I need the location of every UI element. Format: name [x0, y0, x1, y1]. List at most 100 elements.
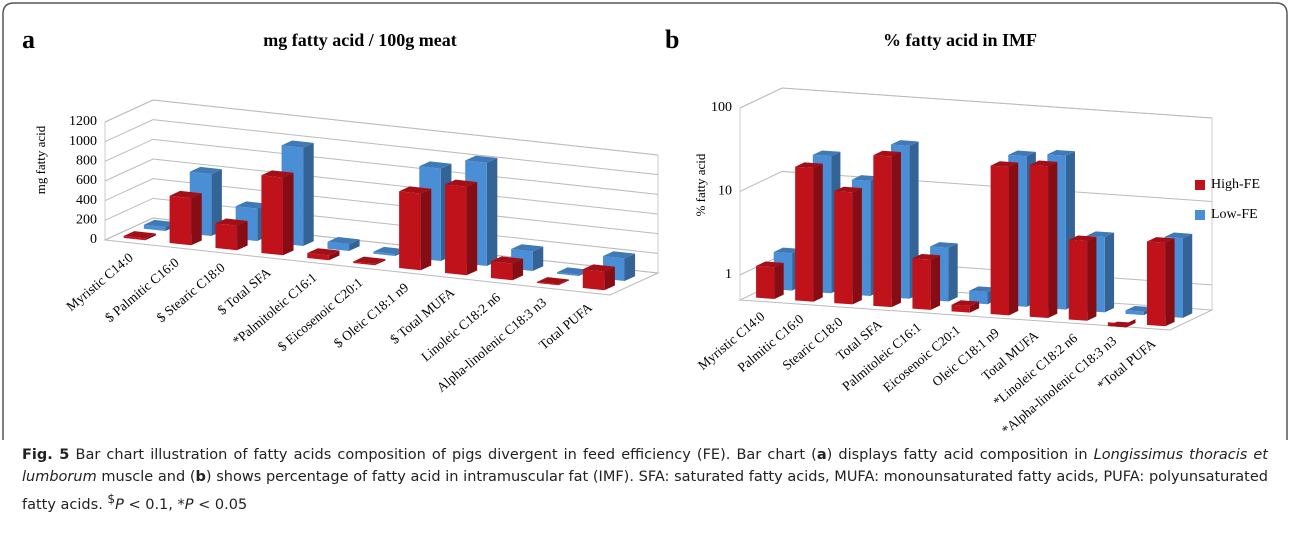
bar-top — [851, 175, 880, 181]
bar-side — [624, 253, 636, 282]
chart-title: mg fatty acid / 100g meat — [263, 30, 456, 50]
bar-top — [490, 256, 524, 264]
bar — [536, 281, 559, 286]
bar-top — [890, 140, 919, 146]
bar-side — [1165, 238, 1175, 327]
bar-side — [486, 157, 498, 267]
bar-side — [532, 246, 544, 272]
legend-label: High-FE — [1211, 177, 1260, 192]
caption-text: P — [184, 496, 194, 513]
bar-top — [1008, 150, 1036, 157]
y-tick-label: 100 — [711, 100, 732, 115]
bar-side — [237, 220, 248, 251]
caption-text: Bar chart illustration of fatty acids co… — [69, 447, 817, 463]
bar-top — [465, 155, 498, 163]
bar-side — [211, 169, 222, 237]
bar-side — [852, 188, 862, 305]
bar — [445, 184, 467, 276]
bar — [990, 165, 1009, 316]
bar-side — [558, 279, 569, 286]
bar-top — [812, 150, 841, 157]
caption-label: Fig. 5 — [22, 447, 70, 463]
bar-side — [328, 250, 340, 261]
walls — [104, 99, 659, 273]
bar-top — [1107, 321, 1136, 328]
bar — [912, 258, 931, 310]
bar — [261, 175, 283, 256]
y-axis-label: mg fatty acid — [33, 125, 48, 194]
bar-top — [773, 247, 802, 254]
grid-line — [104, 99, 659, 156]
figure: a mg fatty acid / 100g meat mg fatty acid 0… — [2, 2, 1288, 440]
bar-side — [145, 233, 156, 241]
bar-side — [774, 262, 784, 299]
caption: Fig. 5 Bar chart illustration of fatty a… — [22, 444, 1268, 516]
bar-top — [261, 170, 294, 178]
bar-top — [445, 179, 478, 187]
bar — [873, 155, 892, 308]
grid-line — [739, 87, 1213, 119]
bar-top — [557, 267, 590, 275]
bar-top — [215, 218, 248, 226]
bar — [373, 251, 395, 257]
bar-top — [951, 300, 980, 306]
chart-title: % fatty acid in IMF — [883, 30, 1037, 50]
bar-top — [281, 140, 314, 148]
caption-text: b — [195, 469, 206, 485]
y-tick-label: 10 — [718, 184, 732, 199]
bar-side — [282, 172, 294, 256]
caption-text: < 0.1, * — [123, 496, 185, 513]
bar-top — [969, 286, 997, 293]
bar — [353, 261, 375, 266]
bar-side — [930, 255, 941, 310]
bar — [490, 261, 513, 281]
bar-top — [602, 251, 636, 259]
frame — [2, 2, 1288, 440]
bar-top — [582, 264, 615, 272]
bar-side — [349, 239, 360, 252]
bar — [1068, 239, 1088, 321]
caption-text: < 0.05 — [193, 496, 248, 513]
bar — [215, 223, 238, 251]
bar-side — [191, 193, 202, 246]
bar-top — [307, 248, 340, 256]
bar-side — [604, 266, 615, 291]
bar-side — [813, 163, 823, 302]
bar-side — [969, 301, 980, 313]
bar-side — [303, 142, 314, 247]
bar — [1029, 164, 1049, 319]
bar-top — [1125, 305, 1154, 312]
bar-side — [1048, 161, 1058, 319]
grid-line — [104, 119, 659, 176]
grid-line — [104, 138, 659, 195]
caption-text: muscle and ( — [96, 469, 196, 485]
bar-top — [511, 244, 544, 252]
bar — [795, 166, 814, 302]
bar-top — [756, 261, 784, 268]
panel-label: b — [665, 25, 679, 54]
bar-top — [189, 166, 222, 175]
bar-side — [1087, 236, 1097, 321]
panel-label: a — [22, 25, 35, 54]
bar-top — [536, 277, 569, 285]
bar-side — [374, 258, 386, 266]
y-tick-label: 1 — [725, 267, 732, 282]
bar-top — [1164, 232, 1193, 239]
bar-top — [353, 256, 386, 264]
bar-top — [990, 161, 1019, 167]
bar — [327, 241, 350, 252]
bar-top — [123, 231, 156, 239]
caption-text: $ — [107, 492, 116, 506]
bar — [1146, 241, 1166, 327]
y-tick-label: 600 — [76, 173, 97, 188]
bar-side — [420, 188, 432, 271]
caption-text: ) displays fatty acid composition in — [826, 447, 1094, 463]
bar-side — [1008, 162, 1019, 316]
caption-text: Longissimus thoracis et lumborum — [22, 447, 1268, 485]
bar-side — [512, 258, 524, 281]
bar-top — [795, 162, 823, 169]
bar-top — [235, 201, 268, 209]
y-tick-label: 1000 — [69, 134, 97, 149]
bar-top — [834, 186, 862, 193]
bar — [582, 269, 605, 291]
